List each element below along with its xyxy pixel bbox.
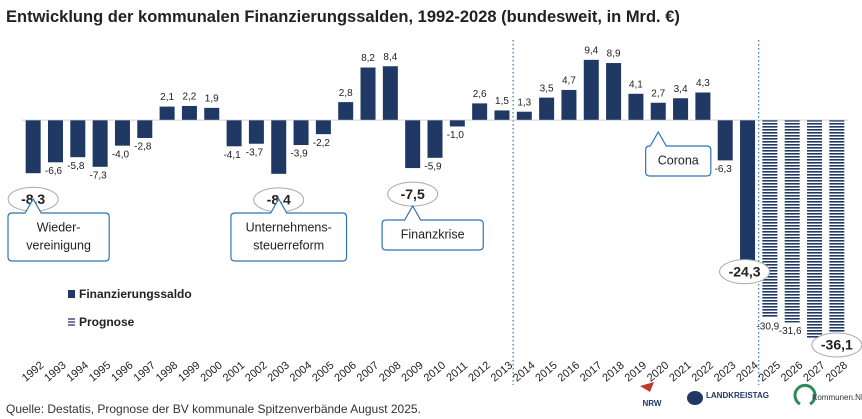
bar xyxy=(25,120,41,174)
legend-label: Finanzierungssaldo xyxy=(79,287,192,301)
bar xyxy=(293,120,309,146)
source: Quelle: Destatis, Prognose der BV kommun… xyxy=(6,402,421,416)
legend-label: Prognose xyxy=(79,315,135,329)
bar xyxy=(539,97,555,121)
logo-text: NRW xyxy=(643,399,662,408)
annotation-text: Unternehmens- xyxy=(246,220,332,234)
value-label: 3,4 xyxy=(674,84,688,95)
value-label: 8,4 xyxy=(383,52,397,63)
bar xyxy=(427,120,443,158)
value-label: 1,5 xyxy=(495,96,509,107)
chart-title: Entwicklung der kommunalen Finanzierungs… xyxy=(6,8,680,26)
callout xyxy=(230,197,348,262)
bar xyxy=(382,66,398,121)
bar xyxy=(204,107,220,121)
bar xyxy=(181,105,197,121)
bar xyxy=(360,67,376,121)
bar xyxy=(829,120,845,352)
bar xyxy=(673,98,689,121)
bar xyxy=(695,92,711,121)
bar xyxy=(807,120,823,338)
highlight-label: -36,1 xyxy=(821,337,853,353)
bar xyxy=(784,120,800,323)
logo-text: LANDKREISTAG xyxy=(706,391,769,400)
value-label: -4,0 xyxy=(112,149,130,160)
bar xyxy=(606,63,622,121)
bar xyxy=(159,106,175,121)
value-label: -31,6 xyxy=(779,326,802,337)
value-label: -3,9 xyxy=(290,149,308,160)
value-label: -4,1 xyxy=(223,150,241,161)
value-label: -5,9 xyxy=(424,161,442,172)
bar xyxy=(650,102,666,121)
value-label: -1,0 xyxy=(447,130,465,141)
value-label: -6,3 xyxy=(715,164,733,175)
bar xyxy=(248,120,264,144)
value-label: -2,8 xyxy=(134,142,152,153)
value-label: 1,9 xyxy=(205,94,219,105)
bar xyxy=(516,111,532,121)
callout xyxy=(381,204,484,251)
bar xyxy=(338,102,354,121)
value-label: 4,3 xyxy=(696,78,710,89)
value-label: 2,2 xyxy=(182,92,196,103)
value-label: 4,1 xyxy=(629,79,643,90)
value-label: 8,9 xyxy=(607,49,621,60)
bar xyxy=(92,120,108,167)
value-label: -3,7 xyxy=(246,147,264,158)
logo-mark xyxy=(640,382,654,392)
value-label: -5,8 xyxy=(67,161,85,172)
bar xyxy=(717,120,733,161)
value-label: 2,6 xyxy=(473,89,487,100)
callout xyxy=(7,197,110,262)
bar xyxy=(583,59,599,121)
annotation-text: vereinigung xyxy=(26,238,91,252)
value-label: 9,4 xyxy=(584,45,598,56)
bar xyxy=(762,120,778,318)
value-label: 8,2 xyxy=(361,53,375,64)
bar xyxy=(472,103,488,121)
highlight-ellipse xyxy=(719,259,771,285)
bar xyxy=(628,93,644,121)
bar xyxy=(405,120,421,169)
value-label: 2,8 xyxy=(339,88,353,99)
value-label: 1,3 xyxy=(517,97,531,108)
bar xyxy=(226,120,242,147)
annotation-text: Corona xyxy=(658,153,699,167)
bar xyxy=(449,120,465,127)
logo-mark xyxy=(687,391,703,405)
annotation-text: Wieder- xyxy=(37,220,81,234)
value-label: 2,1 xyxy=(160,92,174,103)
legend-symbol xyxy=(68,290,75,298)
annotation-text: Finanzkrise xyxy=(401,227,465,241)
value-label: 4,7 xyxy=(562,76,576,87)
bar xyxy=(561,89,577,121)
value-label: -30,9 xyxy=(756,322,779,333)
logo-text: Kommunen.NRW xyxy=(812,393,862,402)
bar xyxy=(315,120,331,135)
highlight-label: -7,5 xyxy=(401,186,425,202)
value-label: 2,7 xyxy=(651,88,665,99)
value-label: -6,6 xyxy=(45,166,63,177)
highlight-label: -24,3 xyxy=(729,263,761,279)
value-label: 3,5 xyxy=(540,83,554,94)
annotation-text: steuerreform xyxy=(253,238,324,252)
bar xyxy=(70,120,86,158)
value-label: -7,3 xyxy=(90,170,108,181)
bar xyxy=(114,120,130,146)
bar xyxy=(494,110,510,121)
bar xyxy=(271,120,287,174)
bar xyxy=(137,120,153,138)
bar xyxy=(47,120,63,163)
value-label: -2,2 xyxy=(313,138,331,149)
bar xyxy=(740,120,756,276)
callout xyxy=(645,130,712,177)
logo-mark xyxy=(793,383,817,406)
